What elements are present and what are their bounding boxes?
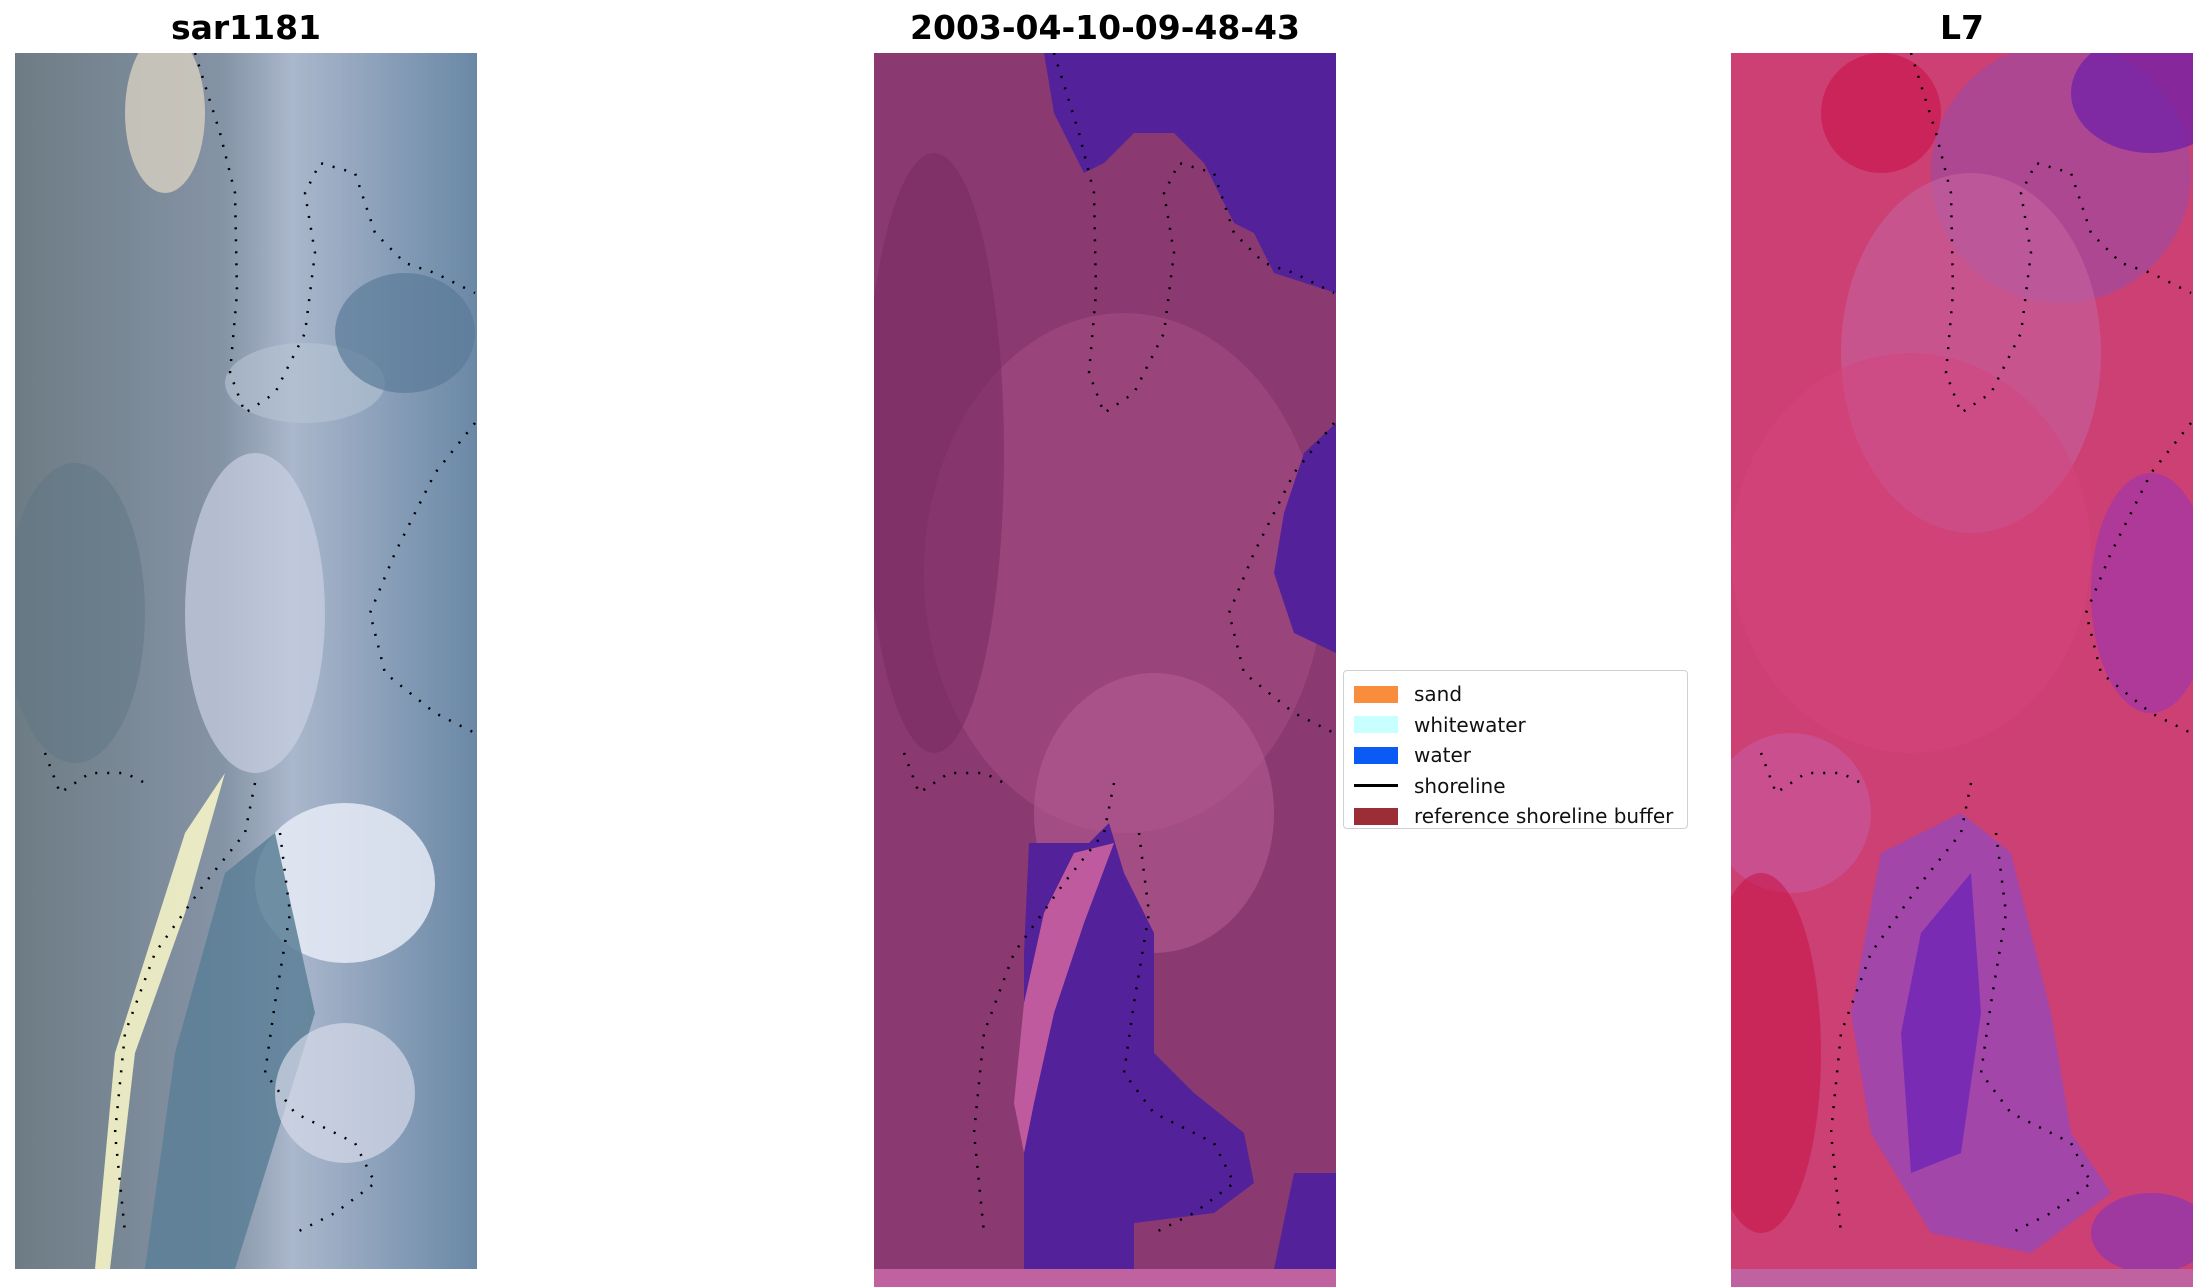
classified-image: [874, 53, 1336, 1287]
legend-item-shoreline: shoreline: [1354, 771, 1677, 802]
legend-color-swatch: [1354, 807, 1398, 825]
legend-item-sand: sand: [1354, 679, 1677, 710]
panel-title-index: L7: [1940, 8, 1984, 47]
legend-color-swatch: [1354, 746, 1398, 764]
legend-label: shoreline: [1414, 773, 1506, 798]
legend-item-water: water: [1354, 740, 1677, 771]
legend-color-swatch: [1354, 685, 1398, 703]
legend-color-swatch: [1354, 716, 1398, 734]
index-image: [1731, 53, 2193, 1287]
legend-item-whitewater: whitewater: [1354, 710, 1677, 741]
legend-item-reference-shoreline-buffer: reference shoreline buffer: [1354, 801, 1677, 832]
panel-title-classified: 2003-04-10-09-48-43: [910, 8, 1300, 47]
legend-label: sand: [1414, 682, 1463, 707]
rgb-image-panel: [15, 53, 477, 1269]
rgb-image: [15, 53, 477, 1269]
classified-image-panel: [874, 53, 1336, 1287]
legend-label: whitewater: [1414, 712, 1526, 737]
legend: sand whitewater water shoreline reference sh…: [1343, 670, 1688, 829]
legend-label: water: [1414, 743, 1471, 768]
legend-line-swatch: [1354, 784, 1398, 788]
panel-title-rgb: sar1181: [170, 8, 322, 47]
legend-label: reference shoreline buffer: [1414, 804, 1674, 829]
index-image-panel: [1731, 53, 2193, 1287]
